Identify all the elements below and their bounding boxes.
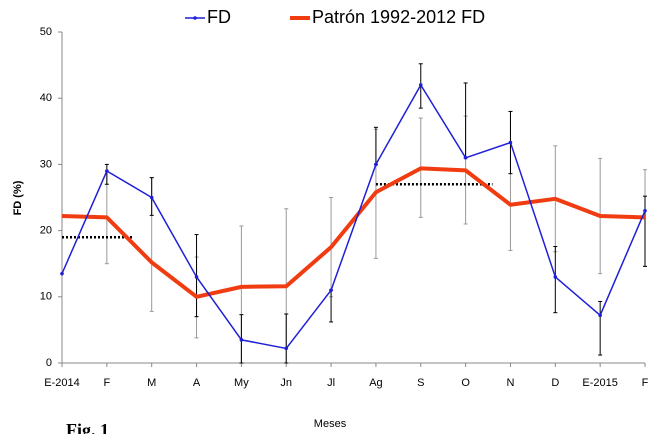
series-line	[61, 166, 646, 299]
point	[105, 169, 109, 173]
point	[553, 275, 558, 279]
point	[374, 162, 378, 167]
y-tick-label: 10	[40, 291, 52, 303]
x-tick-label: E-2015	[582, 377, 617, 389]
y-tick-label: 30	[40, 158, 52, 170]
x-tick-label: F	[642, 377, 649, 389]
point	[463, 155, 468, 160]
point	[194, 275, 199, 279]
x-tick-label: S	[417, 377, 424, 389]
x-tick-label: O	[461, 377, 470, 389]
point	[508, 140, 513, 145]
y-tick-label: 50	[40, 26, 52, 38]
y-tick-label: 20	[40, 225, 52, 237]
y-axis-label: FD (%)	[12, 180, 24, 215]
y-tick-label: 40	[40, 92, 52, 104]
point	[598, 313, 602, 318]
point	[643, 208, 647, 213]
x-tick-label: Jl	[327, 377, 335, 389]
x-tick-label: My	[234, 377, 249, 389]
x-tick-label: Ag	[369, 377, 382, 389]
x-tick-label: D	[551, 377, 559, 389]
point	[284, 346, 289, 351]
point	[418, 83, 423, 87]
point	[239, 338, 244, 342]
y-tick-label: 0	[46, 357, 52, 369]
point	[149, 195, 154, 200]
x-tick-label: M	[147, 377, 156, 389]
x-tick-label: Jn	[280, 377, 292, 389]
point	[329, 288, 333, 292]
x-tick-label: A	[193, 377, 201, 389]
series-line	[61, 84, 646, 350]
x-axis-label: Meses	[314, 418, 347, 430]
point	[60, 271, 64, 276]
x-tick-label: E-2014	[44, 377, 79, 389]
legend-label: Patrón 1992-2012 FD	[312, 7, 485, 27]
legend-marker	[193, 16, 197, 20]
x-tick-label: N	[506, 377, 514, 389]
x-tick-label: F	[103, 377, 110, 389]
caption: Fig. 1	[66, 420, 109, 434]
legend-label: FD	[207, 7, 231, 27]
